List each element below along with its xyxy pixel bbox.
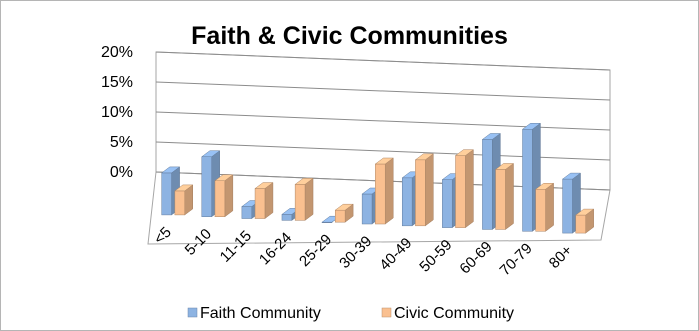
legend: Faith Community Civic Community [187,305,514,322]
bars [160,122,595,234]
bar-front [161,172,172,216]
bar-top [561,172,582,180]
y-tick-label: 20% [101,44,133,61]
bar-civic-community-80+ [575,208,595,234]
legend-swatch [381,307,392,318]
bar-top [254,182,274,189]
y-tick-label: 5% [110,134,133,151]
bar-top [414,153,435,161]
bar-front [455,155,466,228]
bar-front [254,188,266,219]
bar-front [522,129,533,232]
y-tick-label: 15% [101,74,133,91]
bar-front [535,189,546,232]
bar-top [160,166,181,174]
bar-front [281,214,293,221]
bar-side [304,177,314,221]
legend-item: Faith Community [187,305,321,322]
bar-top [374,157,394,165]
bar-civic-community-25-29 [334,203,354,223]
legend-item: Civic Community [381,305,514,322]
bar-side [505,162,514,230]
bar-front [294,184,306,221]
bar-top [214,174,234,181]
x-tick-label: 80+ [546,242,576,272]
x-tick-label: 70-79 [497,240,536,279]
legend-swatch [187,307,198,318]
bar-side [465,149,474,229]
bar-civic-community-50-59 [454,149,475,229]
bar-top [534,183,555,190]
bar-front [334,209,346,223]
bar-front [575,214,586,234]
bar-front [401,177,413,227]
bar-side [224,174,234,218]
y-tick-label: 10% [101,104,133,121]
bar-top [494,163,515,170]
bar-front [361,193,373,225]
bar-top [334,203,354,211]
x-tick-label: 50-59 [416,236,455,275]
bar-front [201,156,212,217]
y-axis-ticks: 0% 5% 10% 15% 20% [101,44,133,181]
bar-side [384,157,394,225]
bar-front [241,206,253,219]
bar-civic-community-<5 [174,184,194,216]
bar-front [375,163,386,225]
bar-top [201,150,221,157]
bar-top [294,178,314,185]
bar-front [482,139,493,230]
gridline [155,81,611,101]
chart-title: Faith & Civic Communities [191,22,508,50]
bar-civic-community-5-10 [214,174,234,218]
y-tick-label: 0% [110,164,133,181]
bar-front [495,169,506,230]
bar-civic-community-40-49 [414,153,435,227]
bar-front [415,159,426,227]
bar-civic-community-30-39 [374,157,394,225]
legend-label: Civic Community [394,305,514,322]
bar-side [545,182,554,232]
bar-civic-community-11-15 [254,182,274,220]
bar-civic-community-70-79 [534,182,555,232]
bar-top [481,133,502,140]
bar-civic-community-60-69 [494,162,515,230]
bar-top [521,123,542,130]
bar-top [454,149,475,156]
legend-label: Faith Community [200,305,321,322]
gridline [155,51,611,71]
bar-side [425,153,434,227]
bar-front [442,179,453,228]
bar-front [562,178,573,234]
bar-front [214,180,226,217]
bar-top [174,184,194,192]
bar-top [575,208,595,216]
x-tick-label: 60-69 [456,238,495,277]
bar-front [174,190,186,216]
bar-civic-community-16-24 [294,177,314,221]
